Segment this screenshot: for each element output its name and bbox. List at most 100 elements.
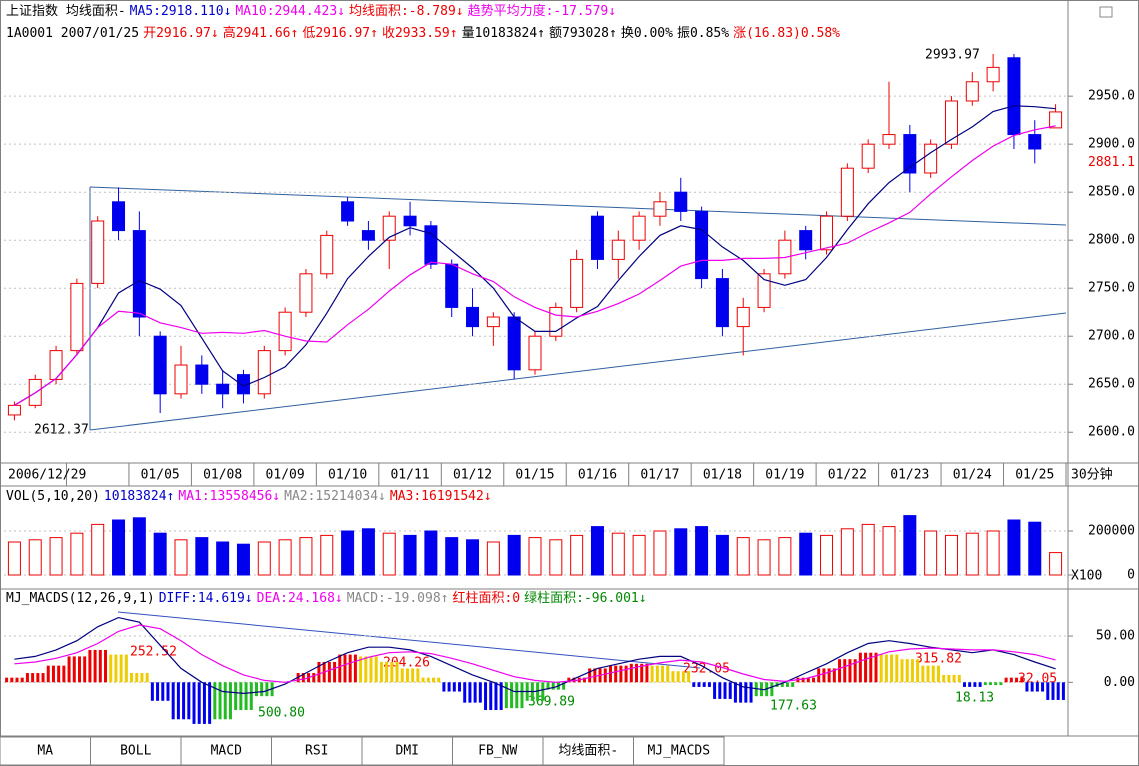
last-price: 2881.1 xyxy=(1088,155,1135,170)
candle-body xyxy=(112,201,126,232)
volume-bar xyxy=(778,537,792,576)
volume-bar xyxy=(403,534,417,576)
candle-body xyxy=(91,220,105,284)
x-tick-label: 2006/12/29 xyxy=(8,468,86,483)
window-icon[interactable] xyxy=(1099,6,1113,18)
volume-bar xyxy=(341,530,355,576)
trend-line xyxy=(89,312,1067,431)
tab-label[interactable]: RSI xyxy=(305,744,328,759)
area-label: 18.13 xyxy=(955,691,994,706)
header-item: MA2:15214034↓ xyxy=(284,489,386,504)
candle-body xyxy=(757,273,771,308)
x-tick-label: 01/09 xyxy=(266,468,305,483)
header-item: 换0.00% xyxy=(620,26,673,41)
trend-line xyxy=(117,611,701,669)
volume-bar xyxy=(695,526,709,576)
candle-body xyxy=(320,234,334,275)
tab-label[interactable]: MA xyxy=(37,744,53,759)
header-item: MA5:2918.110↓ xyxy=(129,4,232,19)
tab[interactable] xyxy=(633,736,725,766)
volume-bar xyxy=(632,534,646,576)
candle-body xyxy=(653,201,667,217)
volume-bar xyxy=(320,534,334,576)
dea-line xyxy=(14,624,1056,683)
header-item: VOL(5,10,20) xyxy=(6,489,100,504)
y-tick-label: 2650.0 xyxy=(1088,377,1135,392)
header: 1A0001 2007/01/25 开2916.97↓ 高2941.66↑ 低2916… xyxy=(6,26,844,42)
volume-bar xyxy=(882,526,896,576)
candle-body xyxy=(7,404,21,416)
header: 上证指数 均线面积- MA5:2918.110↓ MA10:2944.423↓ 均线面… xyxy=(6,4,620,20)
candle-body xyxy=(1028,134,1042,150)
candle-body xyxy=(382,215,396,241)
tab[interactable] xyxy=(90,736,182,766)
y-tick-label: 50.00 xyxy=(1096,629,1135,644)
candle-body xyxy=(216,383,230,395)
header-item: MACD:-19.098↑ xyxy=(346,591,449,606)
candle-body xyxy=(861,143,875,169)
x-tick-label: 01/22 xyxy=(828,468,867,483)
tab[interactable] xyxy=(452,736,544,766)
volume-bar xyxy=(590,526,604,576)
volume-bar xyxy=(49,537,63,576)
volume-bar xyxy=(195,537,209,576)
header-item: 低2916.97↑ xyxy=(302,26,378,41)
tab-label[interactable]: BOLL xyxy=(120,744,151,759)
candle-body xyxy=(1049,111,1063,129)
candle-body xyxy=(507,316,521,371)
volume-bar xyxy=(507,534,521,576)
header-item: 均线面积:-8.789↓ xyxy=(348,4,464,19)
header-item: 开2916.97↓ xyxy=(143,26,219,41)
y-tick-label: 0.00 xyxy=(1104,675,1135,690)
volume-bar xyxy=(924,530,938,576)
volume-bar xyxy=(174,539,188,576)
candle-body xyxy=(1007,57,1021,136)
candle-body xyxy=(611,239,625,260)
volume-bar xyxy=(715,534,729,576)
candle-body xyxy=(528,335,542,371)
volume-bar xyxy=(549,539,563,576)
tab[interactable] xyxy=(180,736,272,766)
header-item: 10183824↑ xyxy=(103,489,175,504)
x-tick-label: 01/05 xyxy=(141,468,180,483)
volume-bar xyxy=(361,528,375,576)
candle-body xyxy=(341,201,355,222)
volume-bar xyxy=(445,537,459,576)
area-label: 252.52 xyxy=(130,645,177,660)
tab[interactable] xyxy=(271,736,363,766)
y-tick-label: 2900.0 xyxy=(1088,137,1135,152)
volume-bar xyxy=(1007,519,1021,576)
tab[interactable] xyxy=(0,736,91,766)
candle-body xyxy=(257,350,271,395)
candle-body xyxy=(903,134,917,174)
tab-label[interactable]: MACD xyxy=(211,744,242,759)
volume-bar xyxy=(153,532,167,576)
candle-body xyxy=(882,134,896,145)
volume-bar xyxy=(236,543,250,576)
volume-bar xyxy=(70,532,84,576)
candle-body xyxy=(445,263,459,308)
tab-label[interactable]: 均线面积- xyxy=(558,744,618,759)
volume-bar xyxy=(903,515,917,576)
x-tick-label: 01/08 xyxy=(203,468,242,483)
area-label: 204.26 xyxy=(383,656,430,671)
candle-body xyxy=(132,230,146,318)
candle-body xyxy=(986,66,1000,83)
candle-body xyxy=(49,350,63,380)
area-label: 315.82 xyxy=(915,652,962,667)
tab-label[interactable]: DMI xyxy=(396,744,419,759)
header-item: DEA:24.168↓ xyxy=(256,591,343,606)
volume-bar xyxy=(674,528,688,576)
tab-label[interactable]: FB_NW xyxy=(478,744,517,759)
y-tick-label: 2800.0 xyxy=(1088,233,1135,248)
header-item: 上证指数 均线面积- xyxy=(6,4,126,19)
candle-body xyxy=(799,230,813,251)
unit-label: X100 xyxy=(1071,569,1102,584)
volume-bar xyxy=(486,541,500,576)
ma5-line xyxy=(14,105,1056,406)
x-tick-label: 01/10 xyxy=(328,468,367,483)
volume-bar xyxy=(986,530,1000,576)
tab-label[interactable]: MJ_MACDS xyxy=(647,744,710,759)
ma10-line xyxy=(14,125,1056,406)
